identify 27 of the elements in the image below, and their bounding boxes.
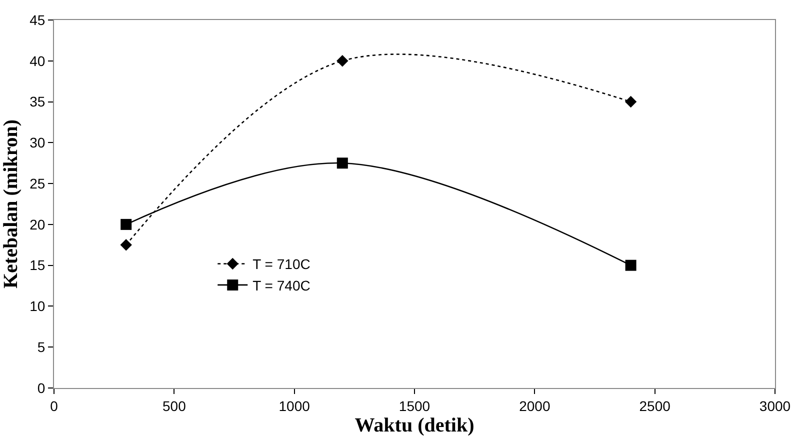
x-tick-label: 500 [162,398,186,414]
legend-label: T = 710C [252,256,310,272]
y-tick-label: 5 [37,339,46,356]
y-tick-label: 35 [30,94,46,110]
point [120,239,132,251]
y-tick-label: 15 [30,257,46,274]
legend-label: T = 740C [252,277,310,294]
y-tick-label: 10 [30,298,46,314]
point [336,158,348,169]
x-tick-label: 2500 [639,398,671,414]
point [336,55,348,67]
y-tick-label: 25 [30,175,46,192]
point [625,260,636,271]
x-axis-title: Waktu (detik) [354,414,474,436]
point [120,218,132,230]
x-tick-label: 1000 [278,398,310,414]
x-tick-label: 2000 [519,398,550,414]
y-tick-label: 40 [30,52,46,69]
y-axis-title: Ketebalan (mikron) [0,119,22,289]
y-tick-label: 0 [37,380,46,396]
y-tick-label: 20 [30,216,46,232]
x-tick-label: 0 [50,398,58,414]
y-tick-label: 30 [30,134,46,151]
x-tick-label: 3000 [759,398,791,414]
point [624,96,637,108]
y-tick-label: 45 [30,12,46,28]
x-tick-label: 1500 [398,398,430,414]
